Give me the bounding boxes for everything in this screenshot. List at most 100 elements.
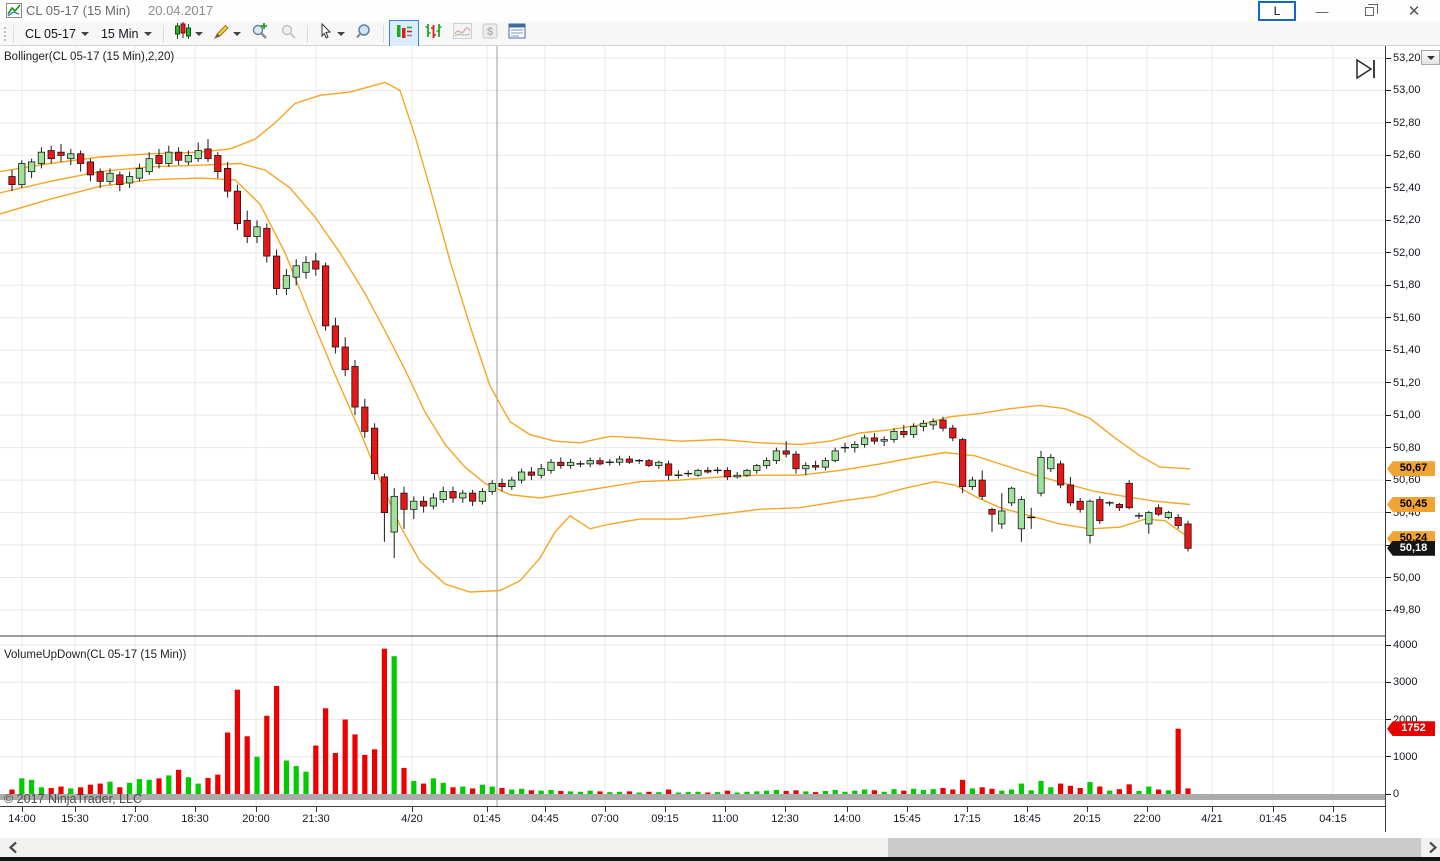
instrument-label: CL 05-17 — [25, 26, 76, 41]
candle-body — [400, 492, 408, 510]
candle-body — [782, 450, 790, 455]
indicator-wave-button[interactable] — [448, 20, 477, 47]
price-axis[interactable]: 53,20 53,00 52,80 52,60 52,40 52,20 52,00 51,80… — [1385, 46, 1440, 832]
volume-bar — [528, 790, 534, 794]
volume-bar — [372, 749, 378, 794]
candle-body — [723, 469, 732, 478]
time-tick-label: 04:15 — [1319, 813, 1347, 825]
scrollbar-thumb[interactable] — [888, 838, 1421, 857]
volume-bar — [891, 789, 897, 794]
volume-bar — [362, 754, 368, 794]
toolbar-grip[interactable] — [3, 25, 8, 42]
candle-body — [753, 465, 761, 471]
volume-bar — [470, 788, 476, 794]
volume-tick-label: 0 — [1393, 788, 1400, 800]
volume-bar — [381, 648, 387, 794]
bollinger-lower-line — [0, 177, 1191, 593]
time-tick-label: 20:15 — [1073, 813, 1101, 825]
time-tick-label: 14:00 — [833, 813, 861, 825]
time-tick-mark — [1027, 807, 1028, 812]
price-tick-label: 53,20 — [1393, 52, 1421, 64]
candle-body — [86, 161, 94, 176]
time-axis[interactable]: 14:00 15:30 17:00 18:30 20:00 21:30 4/20 01:45 0… — [0, 807, 1385, 832]
scroll-right-arrow-icon[interactable] — [1428, 841, 1438, 859]
candle-body — [204, 148, 212, 160]
candle-body — [1145, 512, 1153, 525]
chart-trader-button[interactable] — [388, 19, 419, 48]
volume-bar — [401, 767, 407, 794]
volume-bar — [911, 788, 917, 794]
close-button[interactable]: ✕ — [1397, 0, 1431, 22]
bar-type-button[interactable] — [419, 20, 448, 48]
volume-bar — [68, 788, 74, 794]
volume-bar — [29, 779, 35, 794]
volume-bar — [969, 788, 975, 794]
time-tick-label: 21:30 — [302, 813, 330, 825]
volume-bar — [695, 791, 701, 794]
candle-body — [27, 161, 36, 173]
volume-bar — [960, 779, 966, 794]
account-dollar-button[interactable]: $ — [477, 20, 503, 47]
scroll-left-arrow-icon[interactable] — [8, 841, 18, 859]
go-to-end-button[interactable] — [1354, 58, 1378, 85]
candle-body — [508, 479, 516, 488]
volume-bar — [724, 790, 730, 794]
chevron-down-icon — [336, 31, 345, 36]
candle-body — [223, 168, 232, 192]
axis-tick-mark — [1386, 219, 1391, 221]
volume-bar — [832, 789, 838, 794]
volume-bar — [577, 791, 583, 794]
restore-button[interactable] — [1352, 0, 1386, 22]
volume-bar — [146, 779, 152, 794]
candle-body — [939, 419, 947, 429]
candle-body — [419, 500, 428, 507]
time-tick-mark — [725, 807, 726, 812]
time-tick-mark — [1147, 807, 1148, 812]
candle-body — [1174, 517, 1182, 526]
time-tick-label: 17:00 — [121, 813, 149, 825]
minimize-button[interactable]: — — [1305, 0, 1339, 22]
instrument-selector[interactable]: CL 05-17 — [19, 25, 95, 43]
chart-properties-button[interactable] — [503, 20, 531, 47]
volume-bar — [1185, 788, 1191, 794]
volume-bar — [862, 789, 868, 794]
candle-body — [135, 168, 143, 179]
volume-bar — [1028, 790, 1034, 794]
bollinger-indicator-label: Bollinger(CL 05-17 (15 Min),2,20) — [4, 51, 175, 63]
time-tick-label: 11:00 — [711, 813, 739, 825]
volume-bar — [274, 685, 280, 794]
candle-body — [1115, 504, 1123, 509]
zoom-out-button[interactable] — [274, 19, 302, 48]
price-scale-dropdown-button[interactable] — [1421, 50, 1440, 65]
horizontal-scrollbar[interactable] — [0, 838, 1440, 857]
candle-body — [625, 458, 634, 463]
candle-body — [233, 190, 241, 224]
data-box-button[interactable] — [350, 19, 378, 48]
cursor-tool-button[interactable] — [313, 20, 350, 48]
candle-body — [1164, 512, 1172, 518]
candle-body — [733, 474, 741, 478]
window-link-button[interactable]: L — [1258, 1, 1296, 21]
toolbar-separator — [306, 24, 308, 43]
time-tick-label: 17:15 — [953, 813, 981, 825]
candle-body — [449, 491, 457, 499]
drawing-tools-button[interactable] — [208, 20, 246, 48]
chevron-down-icon — [194, 31, 203, 36]
time-tick-label: 07:00 — [591, 813, 619, 825]
ohlc-bars-icon — [424, 23, 443, 45]
candle-body — [57, 151, 65, 156]
bollinger-middle-line — [0, 162, 1191, 506]
time-tick-label: 14:00 — [8, 813, 36, 825]
volume-bar — [685, 792, 691, 794]
zoom-in-button[interactable] — [246, 19, 274, 48]
chart-style-button[interactable] — [169, 19, 208, 48]
volume-bar — [920, 789, 926, 794]
candle-body — [763, 460, 771, 466]
candle-body — [851, 443, 859, 449]
interval-selector[interactable]: 15 Min — [95, 25, 158, 43]
time-tick-label: 01:45 — [1259, 813, 1287, 825]
volume-bar — [479, 784, 485, 794]
chart-canvas[interactable] — [0, 46, 1385, 807]
candle-body — [665, 463, 673, 476]
candle-body — [900, 431, 908, 436]
